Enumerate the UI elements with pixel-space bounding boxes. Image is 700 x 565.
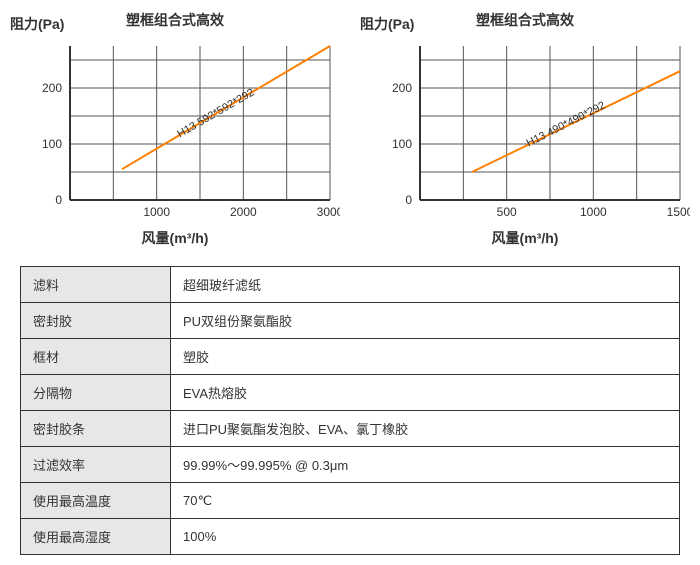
- spec-key: 过滤效率: [21, 447, 171, 483]
- spec-table: 滤料超细玻纤滤纸密封胶PU双组份聚氨酯胶框材塑胶分隔物EVA热熔胶密封胶条进口P…: [20, 266, 680, 555]
- svg-text:1500: 1500: [667, 205, 690, 219]
- spec-value: 进口PU聚氨酯发泡胶、EVA、氯丁橡胶: [171, 411, 680, 447]
- spec-value: 99.99%～99.995% @ 0.3μm: [171, 447, 680, 483]
- spec-key: 框材: [21, 339, 171, 375]
- spec-value: 塑胶: [171, 339, 680, 375]
- charts-row: 塑框组合式高效 阻力(Pa) 0100200100020003000H13 59…: [10, 10, 690, 248]
- svg-text:0: 0: [55, 193, 62, 207]
- chart-svg: 0 100 200 500 1000 1500 H13 490*490*292: [360, 36, 690, 226]
- spec-key: 分隔物: [21, 375, 171, 411]
- svg-text:1000: 1000: [580, 205, 607, 219]
- svg-text:500: 500: [497, 205, 517, 219]
- table-row: 密封胶条进口PU聚氨酯发泡胶、EVA、氯丁橡胶: [21, 411, 680, 447]
- spec-key: 滤料: [21, 267, 171, 303]
- svg-text:2000: 2000: [230, 205, 257, 219]
- table-row: 过滤效率99.99%～99.995% @ 0.3μm: [21, 447, 680, 483]
- chart-canvas: 0 100 200 500 1000 1500 H13 490*490*292: [360, 36, 690, 226]
- spec-key: 使用最高温度: [21, 483, 171, 519]
- svg-text:200: 200: [392, 81, 412, 95]
- table-row: 密封胶PU双组份聚氨酯胶: [21, 303, 680, 339]
- svg-text:0: 0: [405, 193, 412, 207]
- table-row: 使用最高温度70℃: [21, 483, 680, 519]
- chart-canvas: 0 100 200 1000 2000 3000 H13 592*592*292: [10, 36, 340, 226]
- svg-text:H13 490*490*292: H13 490*490*292: [525, 99, 608, 149]
- spec-value: 70℃: [171, 483, 680, 519]
- svg-text:3000: 3000: [317, 205, 340, 219]
- x-axis-label: 风量(m³/h): [10, 228, 340, 248]
- table-row: 滤料超细玻纤滤纸: [21, 267, 680, 303]
- spec-value: PU双组份聚氨酯胶: [171, 303, 680, 339]
- table-row: 框材塑胶: [21, 339, 680, 375]
- table-row: 分隔物EVA热熔胶: [21, 375, 680, 411]
- spec-value: 超细玻纤滤纸: [171, 267, 680, 303]
- svg-text:100: 100: [42, 137, 62, 151]
- y-axis-label: 阻力(Pa): [360, 14, 414, 34]
- chart-left: 塑框组合式高效 阻力(Pa) 0100200100020003000H13 59…: [10, 10, 340, 248]
- x-axis-label: 风量(m³/h): [360, 228, 690, 248]
- chart-svg: 0 100 200 1000 2000 3000 H13 592*592*292: [10, 36, 340, 226]
- svg-text:100: 100: [392, 137, 412, 151]
- spec-key: 密封胶: [21, 303, 171, 339]
- chart-right: 塑框组合式高效 阻力(Pa) 010020050010001500H13 490…: [360, 10, 690, 248]
- y-axis-label: 阻力(Pa): [10, 14, 64, 34]
- spec-value: EVA热熔胶: [171, 375, 680, 411]
- svg-text:1000: 1000: [143, 205, 170, 219]
- svg-text:H13 592*592*292: H13 592*592*292: [175, 86, 256, 140]
- svg-text:200: 200: [42, 81, 62, 95]
- spec-key: 密封胶条: [21, 411, 171, 447]
